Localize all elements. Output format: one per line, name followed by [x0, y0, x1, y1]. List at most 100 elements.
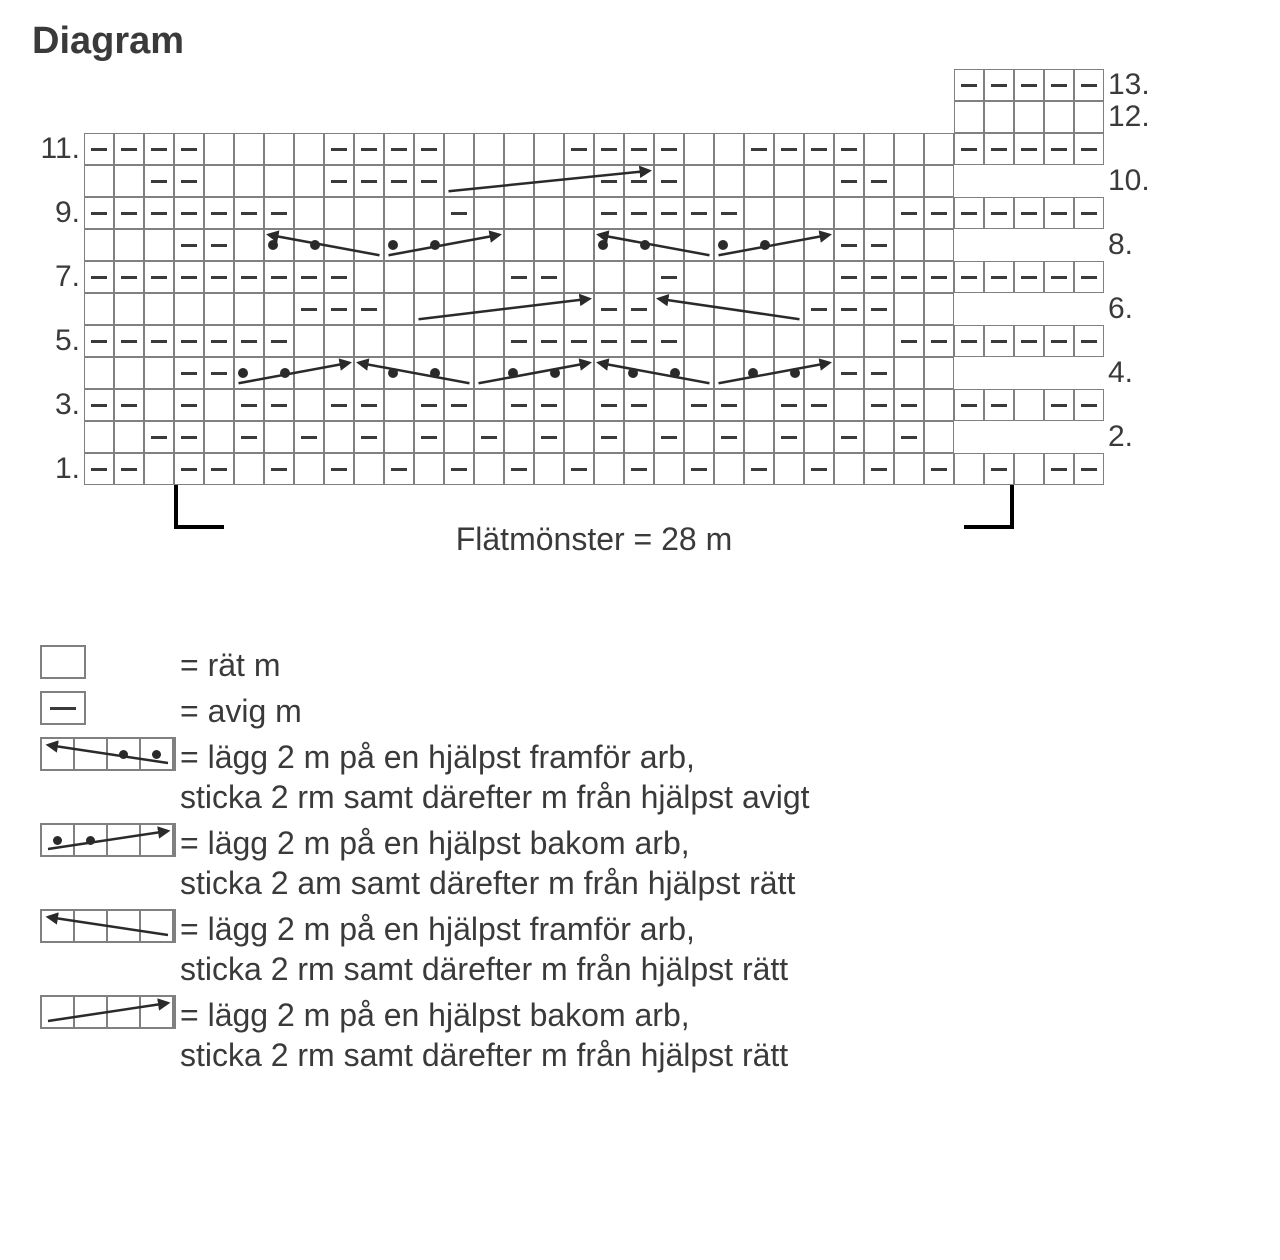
chart-cell	[534, 101, 564, 133]
chart-cell	[84, 165, 114, 197]
legend-symbol	[40, 691, 180, 725]
chart-cell	[864, 357, 894, 389]
chart-cell	[714, 133, 744, 165]
chart-row	[84, 165, 1104, 197]
chart-cell	[174, 357, 204, 389]
chart-cell	[654, 325, 684, 357]
chart-cell	[834, 165, 864, 197]
chart-cell	[984, 421, 1014, 453]
chart-cell	[744, 261, 774, 293]
chart-cell	[774, 453, 804, 485]
chart-cell	[504, 421, 534, 453]
chart-cell	[684, 261, 714, 293]
chart-cell	[384, 69, 414, 101]
chart-cell	[264, 69, 294, 101]
chart-cell	[894, 421, 924, 453]
chart-cell	[234, 133, 264, 165]
chart-cell	[414, 261, 444, 293]
chart-cell	[594, 133, 624, 165]
chart-cell	[384, 261, 414, 293]
chart-cell	[144, 453, 174, 485]
chart-cell	[774, 421, 804, 453]
chart-cell	[114, 197, 144, 229]
chart-cell	[714, 325, 744, 357]
chart-cell	[474, 229, 504, 261]
chart-cell	[714, 197, 744, 229]
chart-cell	[1044, 133, 1074, 165]
chart-cell	[324, 101, 354, 133]
chart-cell	[624, 101, 654, 133]
chart-cell	[774, 197, 804, 229]
chart-cell	[84, 197, 114, 229]
chart-cell	[834, 357, 864, 389]
chart-cell	[474, 389, 504, 421]
chart-cell	[534, 421, 564, 453]
chart-grid	[84, 69, 1104, 485]
chart-cell	[684, 293, 714, 325]
chart-cell	[444, 261, 474, 293]
chart-cell	[684, 325, 714, 357]
chart-cell	[294, 357, 324, 389]
chart-cell	[894, 293, 924, 325]
chart-cell	[984, 165, 1014, 197]
chart-cell	[474, 197, 504, 229]
chart-cell	[924, 69, 954, 101]
chart-cell	[84, 389, 114, 421]
chart-cell	[1074, 133, 1104, 165]
chart-cell	[774, 357, 804, 389]
chart-cell	[864, 133, 894, 165]
chart-cell	[984, 197, 1014, 229]
chart-cell	[234, 357, 264, 389]
chart-cell	[324, 325, 354, 357]
chart-cell	[324, 453, 354, 485]
chart-cell	[594, 69, 624, 101]
chart-cell	[894, 133, 924, 165]
chart-cell	[834, 325, 864, 357]
chart-cell	[984, 389, 1014, 421]
chart-cell	[264, 389, 294, 421]
chart-cell	[744, 165, 774, 197]
chart-cell	[1044, 453, 1074, 485]
chart-cell	[924, 197, 954, 229]
chart-cell	[654, 453, 684, 485]
chart-cell	[504, 261, 534, 293]
chart-cell	[564, 165, 594, 197]
chart-cell	[1044, 197, 1074, 229]
chart-cell	[1014, 293, 1044, 325]
legend-row: = lägg 2 m på en hjälpst framför arb,sti…	[40, 737, 1250, 817]
chart-cell	[1074, 293, 1104, 325]
chart-cell	[864, 69, 894, 101]
chart-cell	[504, 389, 534, 421]
chart-cell	[414, 101, 444, 133]
chart-cell	[1014, 229, 1044, 261]
chart-cell	[204, 101, 234, 133]
chart-cell	[504, 69, 534, 101]
chart-cell	[1014, 101, 1044, 133]
chart-cell	[114, 69, 144, 101]
row-label-right: 2.	[1108, 421, 1164, 453]
chart-cell	[504, 293, 534, 325]
legend-symbol	[40, 995, 180, 1029]
chart-cell	[804, 453, 834, 485]
chart-cell	[294, 101, 324, 133]
legend-row: = lägg 2 m på en hjälpst bakom arb,stick…	[40, 823, 1250, 903]
chart-cell	[804, 69, 834, 101]
chart-cell	[864, 453, 894, 485]
legend-symbol	[40, 737, 180, 771]
chart-cell	[474, 101, 504, 133]
row-label-right	[1108, 261, 1164, 293]
chart-cell	[534, 453, 564, 485]
chart-cell	[204, 453, 234, 485]
chart-cell	[624, 421, 654, 453]
chart-cell	[804, 229, 834, 261]
chart-cell	[294, 261, 324, 293]
chart-cell	[414, 357, 444, 389]
chart-cell	[624, 197, 654, 229]
chart-cell	[594, 261, 624, 293]
row-label-left: 1.	[30, 453, 80, 485]
chart-cell	[174, 101, 204, 133]
chart-cell	[744, 229, 774, 261]
chart-cell	[114, 229, 144, 261]
chart-cell	[234, 101, 264, 133]
legend-text: = lägg 2 m på en hjälpst bakom arb,stick…	[180, 995, 788, 1075]
